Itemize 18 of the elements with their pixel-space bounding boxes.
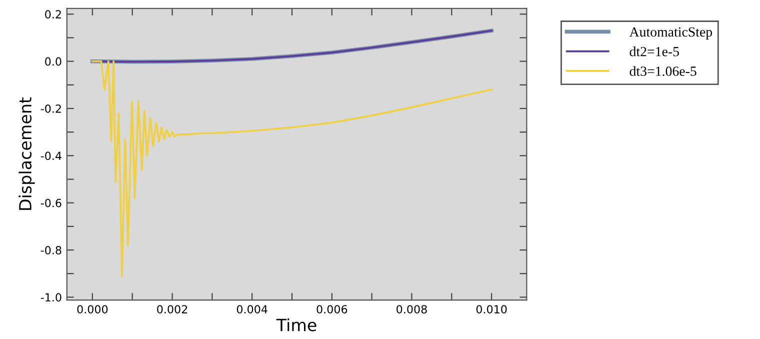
- x-tick-label: 0.010: [476, 305, 507, 314]
- y-tick-label: -0.2: [40, 104, 61, 113]
- legend-label: AutomaticStep: [629, 27, 712, 40]
- y-tick-label: -1.0: [40, 293, 62, 302]
- x-tick-label: 0.008: [396, 305, 427, 314]
- x-tick-label: 0.000: [77, 305, 108, 314]
- x-axis-title: Time: [276, 318, 316, 332]
- y-tick-label: -0.4: [40, 152, 62, 160]
- y-tick-label: -0.6: [40, 198, 62, 208]
- y-tick-label: 0.0: [45, 57, 62, 66]
- x-tick-label: 0.004: [236, 305, 268, 314]
- y-axis-title: Displacement: [18, 97, 35, 210]
- y-tick-label: -0.8: [40, 246, 62, 254]
- legend-label: dt3=1.06e-5: [630, 66, 696, 76]
- x-tick-label: 0.002: [157, 305, 188, 314]
- x-tick-label: 0.006: [316, 305, 348, 314]
- legend-label: dt2=1e-5: [630, 46, 679, 56]
- y-tick-label: 0.2: [45, 10, 61, 19]
